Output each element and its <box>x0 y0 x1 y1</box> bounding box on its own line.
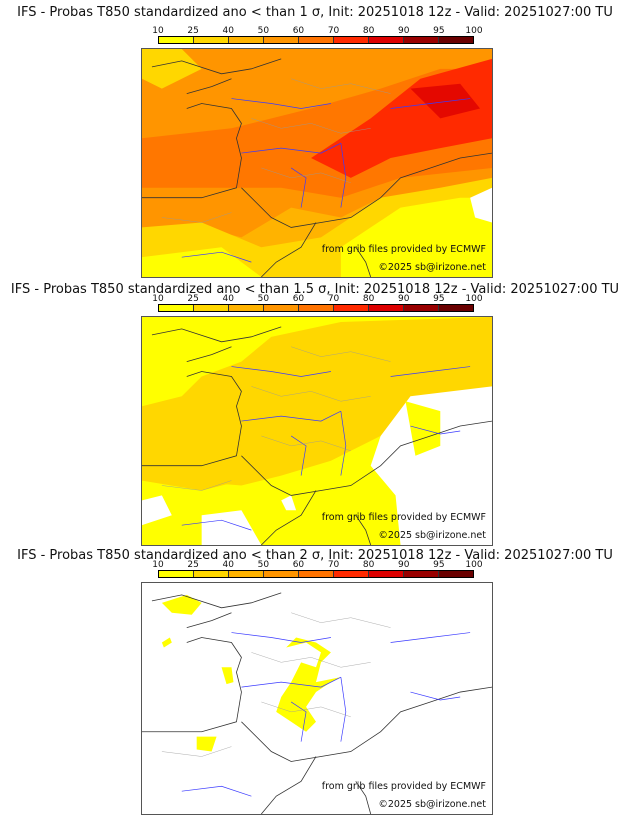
colorbar-tick-label: 90 <box>398 26 410 36</box>
colorbar-segment <box>159 37 194 43</box>
panel-1-colorbar <box>158 36 474 44</box>
panel-2-colorbar <box>158 304 474 312</box>
colorbar-tick-label: 60 <box>292 294 305 304</box>
colorbar-segment <box>439 37 473 43</box>
colorbar-segment <box>299 37 334 43</box>
panel-3-colorbar-ticks: 10 25 40 50 60 70 80 90 95 100 <box>152 560 482 570</box>
colorbar-segment <box>229 37 264 43</box>
colorbar-segment <box>404 305 439 311</box>
panel-1-colorbar-ticks: 10 25 40 50 60 70 80 90 95 100 <box>152 26 482 36</box>
panel-2-map: from grib files provided by ECMWF ©2025 … <box>141 316 493 546</box>
panel-2-title: IFS - Probas T850 standardized ano < tha… <box>10 282 620 297</box>
panel-3-title: IFS - Probas T850 standardized ano < tha… <box>17 548 613 563</box>
colorbar-segment <box>334 37 369 43</box>
colorbar-tick-label: 50 <box>257 560 270 570</box>
colorbar-segment <box>404 37 439 43</box>
colorbar-segment <box>229 305 264 311</box>
colorbar-segment <box>369 571 404 577</box>
colorbar-tick-label: 40 <box>222 560 234 570</box>
colorbar-segment <box>334 571 369 577</box>
colorbar-tick-label: 10 <box>152 294 164 304</box>
panel-3-credit-source: from grib files provided by ECMWF <box>321 781 486 792</box>
panel-1-credit-source: from grib files provided by ECMWF <box>321 244 486 255</box>
colorbar-tick-label: 10 <box>152 26 164 36</box>
colorbar-tick-label: 95 <box>433 26 445 36</box>
panel-3-colorbar <box>158 570 474 578</box>
colorbar-tick-label: 40 <box>222 26 234 36</box>
colorbar-segment <box>439 305 473 311</box>
panel-2-colorbar-ticks: 10 25 40 50 60 70 80 90 95 100 <box>152 294 482 304</box>
colorbar-tick-label: 70 <box>327 294 340 304</box>
colorbar-tick-label: 100 <box>465 26 483 36</box>
colorbar-tick-label: 90 <box>398 560 410 570</box>
colorbar-segment <box>264 571 299 577</box>
colorbar-segment <box>299 571 334 577</box>
panel-1-title: IFS - Probas T850 standardized ano < tha… <box>17 5 613 20</box>
colorbar-tick-label: 95 <box>433 560 445 570</box>
colorbar-tick-label: 60 <box>292 26 305 36</box>
colorbar-tick-label: 95 <box>433 294 445 304</box>
colorbar-tick-label: 80 <box>362 294 375 304</box>
panel-1-map: from grib files provided by ECMWF ©2025 … <box>141 48 493 278</box>
panel-3-map: from grib files provided by ECMWF ©2025 … <box>141 582 493 815</box>
colorbar-segment <box>264 37 299 43</box>
colorbar-tick-label: 25 <box>187 26 199 36</box>
colorbar-segment <box>404 571 439 577</box>
colorbar-tick-label: 80 <box>362 560 375 570</box>
colorbar-tick-label: 50 <box>257 294 270 304</box>
colorbar-tick-label: 90 <box>398 294 410 304</box>
panel-3-credit-copyright: ©2025 sb@irizone.net <box>378 799 486 810</box>
panel-2-credit-copyright: ©2025 sb@irizone.net <box>378 530 486 541</box>
colorbar-tick-label: 40 <box>222 294 234 304</box>
colorbar-segment <box>159 571 194 577</box>
colorbar-tick-label: 70 <box>327 560 340 570</box>
panel-2-map-field <box>142 317 492 545</box>
colorbar-tick-label: 60 <box>292 560 305 570</box>
colorbar-tick-label: 50 <box>257 26 270 36</box>
panel-1-credit-copyright: ©2025 sb@irizone.net <box>378 262 486 273</box>
colorbar-tick-label: 100 <box>465 294 483 304</box>
colorbar-segment <box>299 305 334 311</box>
colorbar-segment <box>194 571 229 577</box>
colorbar-segment <box>369 37 404 43</box>
colorbar-segment <box>229 571 264 577</box>
colorbar-tick-label: 25 <box>187 294 199 304</box>
colorbar-segment <box>264 305 299 311</box>
colorbar-tick-label: 100 <box>465 560 483 570</box>
panel-3-map-field <box>142 583 492 814</box>
colorbar-tick-label: 80 <box>362 26 375 36</box>
colorbar-segment <box>194 37 229 43</box>
colorbar-segment <box>159 305 194 311</box>
panel-2-credit-source: from grib files provided by ECMWF <box>321 512 486 523</box>
colorbar-segment <box>194 305 229 311</box>
colorbar-tick-label: 25 <box>187 560 199 570</box>
colorbar-segment <box>369 305 404 311</box>
colorbar-segment <box>439 571 473 577</box>
panel-1-map-field <box>142 49 492 277</box>
colorbar-segment <box>334 305 369 311</box>
colorbar-tick-label: 70 <box>327 26 340 36</box>
colorbar-tick-label: 10 <box>152 560 164 570</box>
